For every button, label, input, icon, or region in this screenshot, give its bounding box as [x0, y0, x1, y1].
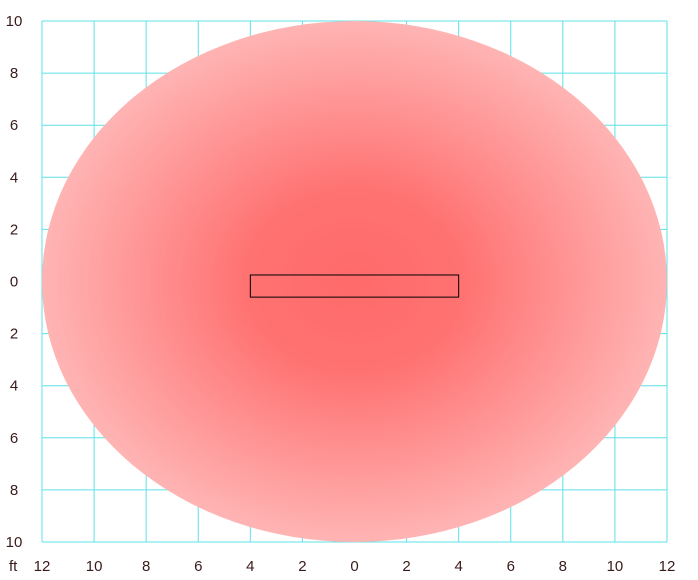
- coverage-area: [42, 21, 667, 542]
- x-tick-label: 8: [559, 558, 567, 575]
- y-tick-label: 10: [6, 534, 23, 551]
- y-tick-label: 8: [10, 482, 18, 499]
- y-tick-label: 0: [10, 274, 18, 291]
- x-tick-label: 6: [507, 558, 515, 575]
- x-tick-label: 6: [194, 558, 202, 575]
- x-tick-label: 8: [142, 558, 150, 575]
- y-axis-ticks: 10 8 6 4 2 0 2 4 6 8 10: [6, 13, 23, 551]
- y-tick-label: 4: [10, 378, 18, 395]
- fixture-rectangle: [249, 274, 460, 298]
- y-tick-label: 6: [10, 430, 18, 447]
- y-tick-label: 10: [6, 13, 23, 30]
- x-axis-ticks: 12 10 8 6 4 2 0 2 4 6 8 10 12: [34, 558, 676, 575]
- y-tick-label: 4: [10, 169, 18, 186]
- y-tick-label: 6: [10, 117, 18, 134]
- y-tick-label: 8: [10, 65, 18, 82]
- fixture: [249, 274, 460, 298]
- x-tick-label: 0: [350, 558, 358, 575]
- x-tick-label: 2: [298, 558, 306, 575]
- y-tick-label: 2: [10, 221, 18, 238]
- y-tick-label: 2: [10, 326, 18, 343]
- x-tick-label: 12: [659, 558, 676, 575]
- x-tick-label: 10: [86, 558, 103, 575]
- x-tick-label: 4: [246, 558, 254, 575]
- unit-label: ft: [9, 558, 18, 575]
- x-tick-label: 10: [607, 558, 624, 575]
- x-tick-label: 2: [402, 558, 410, 575]
- coverage-ellipse: [42, 21, 667, 542]
- x-tick-label: 4: [454, 558, 462, 575]
- x-tick-label: 12: [34, 558, 51, 575]
